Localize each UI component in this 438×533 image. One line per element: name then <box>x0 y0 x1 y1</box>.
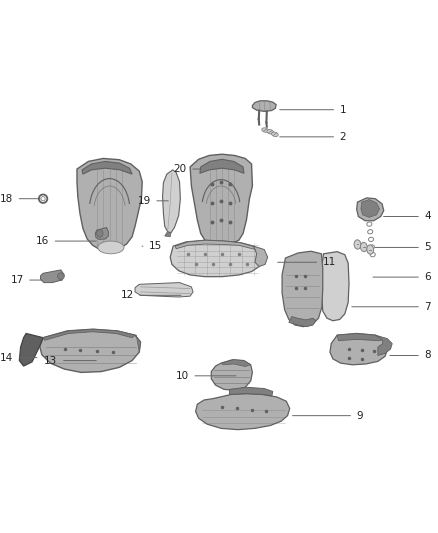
Text: 20: 20 <box>173 164 187 174</box>
Text: 13: 13 <box>44 356 57 366</box>
Text: 4: 4 <box>424 212 431 222</box>
Text: 5: 5 <box>424 243 431 253</box>
Ellipse shape <box>272 132 278 136</box>
Ellipse shape <box>367 245 374 254</box>
Ellipse shape <box>98 241 124 254</box>
Ellipse shape <box>360 243 367 252</box>
Polygon shape <box>357 198 384 221</box>
Polygon shape <box>230 387 273 395</box>
Polygon shape <box>361 199 379 217</box>
Polygon shape <box>135 335 141 352</box>
Polygon shape <box>165 232 171 237</box>
Text: 1: 1 <box>340 104 346 115</box>
Text: 8: 8 <box>424 351 431 360</box>
Ellipse shape <box>97 230 103 237</box>
Text: 2: 2 <box>340 132 346 142</box>
Polygon shape <box>40 329 141 373</box>
Polygon shape <box>43 329 135 340</box>
Polygon shape <box>254 246 268 266</box>
Text: 17: 17 <box>11 275 24 285</box>
Polygon shape <box>211 360 252 390</box>
Text: 11: 11 <box>323 257 336 267</box>
Polygon shape <box>190 154 252 245</box>
Polygon shape <box>337 334 385 341</box>
Polygon shape <box>19 334 43 366</box>
Ellipse shape <box>354 240 361 249</box>
Polygon shape <box>330 334 388 365</box>
Polygon shape <box>82 161 132 174</box>
Ellipse shape <box>262 128 268 132</box>
Polygon shape <box>375 335 392 356</box>
Text: 14: 14 <box>0 353 13 362</box>
Text: 19: 19 <box>138 196 151 206</box>
Text: 10: 10 <box>176 371 189 381</box>
Polygon shape <box>222 360 251 367</box>
Text: 6: 6 <box>424 272 431 282</box>
Polygon shape <box>135 282 193 297</box>
Text: 18: 18 <box>0 193 13 204</box>
Text: 7: 7 <box>424 302 431 312</box>
Text: 15: 15 <box>149 241 162 251</box>
Polygon shape <box>321 252 349 321</box>
Polygon shape <box>170 240 262 277</box>
Polygon shape <box>162 170 180 232</box>
Polygon shape <box>252 101 276 111</box>
Ellipse shape <box>57 273 64 280</box>
Polygon shape <box>200 159 244 173</box>
Polygon shape <box>95 228 108 239</box>
Text: 16: 16 <box>36 236 49 246</box>
Polygon shape <box>41 270 64 282</box>
Polygon shape <box>175 240 259 251</box>
Polygon shape <box>289 317 316 327</box>
Polygon shape <box>77 158 142 251</box>
Polygon shape <box>282 251 323 327</box>
Text: 12: 12 <box>120 290 134 300</box>
Ellipse shape <box>267 130 273 134</box>
Polygon shape <box>196 393 290 430</box>
Text: 9: 9 <box>357 410 363 421</box>
